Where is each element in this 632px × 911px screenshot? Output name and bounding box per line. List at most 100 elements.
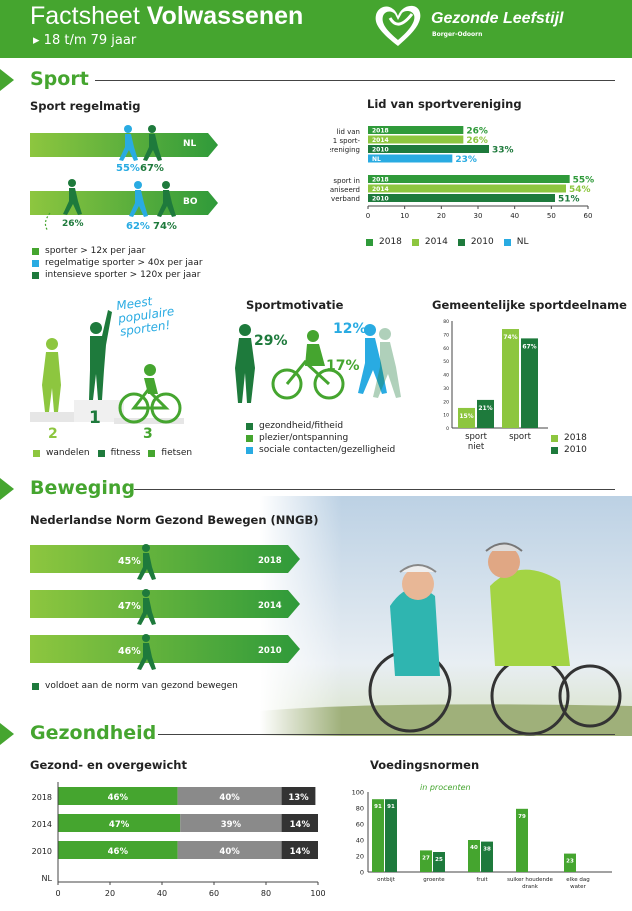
- section-arrow-icon: [0, 478, 14, 500]
- nngb-value: 45%: [118, 556, 141, 567]
- bo-value-intensief: 26%: [62, 219, 84, 229]
- nngb-arrow-bar: [30, 590, 300, 618]
- segment-label: 47%: [109, 820, 130, 830]
- section-title-sport: Sport: [30, 68, 89, 90]
- bar: [477, 399, 494, 428]
- segment-label: 40%: [219, 847, 240, 857]
- bar-value-label: 26%: [466, 136, 488, 146]
- bar-value-label: 67%: [522, 343, 536, 350]
- bar: [458, 407, 475, 428]
- y-tick-label: 20: [356, 853, 364, 861]
- walker-icon: [137, 553, 156, 580]
- bar: [368, 126, 464, 134]
- bo-label: BO: [183, 197, 198, 207]
- x-tick-label: 20: [437, 212, 446, 220]
- bar-value-label: 91: [374, 804, 382, 810]
- bar-year-label: 2014: [372, 186, 389, 193]
- bar-value-label: 55%: [573, 176, 595, 186]
- legend-item: 2010: [457, 236, 494, 248]
- nngb-title: Nederlandse Norm Gezond Bewegen (NNGB): [30, 513, 319, 527]
- motivatie-title: Sportmotivatie: [246, 298, 344, 312]
- bar: [368, 145, 489, 153]
- bar-year-label: 2010: [372, 146, 389, 153]
- walker-icon: [137, 598, 156, 625]
- walker-icon: [142, 634, 150, 642]
- overgewicht-chart: 2018 46% 40% 13% 2014 47% 39% 14% 2010 46% 40% 14% N…: [32, 782, 326, 898]
- nngb-arrow-bar: [30, 635, 300, 663]
- legend-item: 2018: [366, 236, 402, 248]
- bar-value-label: 74%: [503, 334, 517, 341]
- rank-1: 1: [89, 408, 101, 428]
- legend-item: sporter > 12x per jaar: [32, 245, 203, 257]
- legend-item: wandelen: [33, 447, 90, 459]
- y-tick-label: 10: [443, 413, 449, 419]
- bar-year-label: 2010: [372, 195, 389, 202]
- segment-label: 14%: [290, 847, 311, 857]
- bar-segment: [281, 841, 318, 859]
- section-rule: [134, 489, 615, 490]
- handwritten-note: Meest populaire sporten!: [115, 294, 176, 339]
- rank-2: 2: [48, 426, 58, 442]
- category-label: groente: [423, 877, 445, 883]
- legend-item: intensieve sporter > 120x per jaar: [32, 269, 203, 281]
- segment-label: 13%: [288, 793, 309, 803]
- category-label: water: [570, 884, 586, 890]
- bar-segment: [177, 841, 282, 859]
- legend-item: plezier/ontspanning: [246, 432, 395, 444]
- motivatie-graphic: [235, 324, 401, 403]
- motivatie-value-sociaal: 12%: [333, 321, 367, 337]
- bar: [516, 808, 528, 872]
- bar-value-label: 26%: [466, 127, 488, 137]
- category-label: ontbijt: [377, 877, 396, 883]
- bar-value-label: 40: [470, 845, 478, 851]
- y-tick-label: 40: [443, 373, 449, 379]
- motivatie-legend: gezondheid/fitheid plezier/ontspanning s…: [246, 420, 395, 456]
- bar: [564, 853, 576, 872]
- motivatie-value-fitheid: 29%: [254, 333, 288, 349]
- bar: [433, 852, 445, 872]
- section-title-beweging: Beweging: [30, 477, 136, 499]
- y-tick-label: 60: [443, 346, 449, 352]
- bar-value-label: 33%: [492, 146, 514, 156]
- section-rule: [95, 80, 615, 81]
- bar: [481, 841, 493, 872]
- bar-value-label: 79: [518, 814, 526, 820]
- bar-segment: [58, 814, 181, 832]
- group-label: sport in: [333, 177, 360, 185]
- bar: [368, 135, 464, 144]
- legend-item: gezondheid/fitheid: [246, 420, 395, 432]
- x-tick-label: 10: [400, 212, 409, 220]
- y-tick-label: 80: [443, 319, 449, 325]
- bar: [521, 338, 538, 428]
- category-label: sport: [465, 432, 488, 442]
- voeding-title: Voedingsnormen: [370, 758, 480, 772]
- bar: [372, 799, 384, 872]
- gemeentelijk-legend: 2018 2010: [551, 432, 587, 456]
- x-tick-label: 20: [105, 889, 115, 898]
- x-tick-label: 60: [209, 889, 219, 898]
- category-label: elke dag: [566, 877, 589, 883]
- legend-item: NL: [503, 236, 528, 248]
- section-arrow-icon: [0, 723, 14, 745]
- x-tick-label: 30: [474, 212, 483, 220]
- nl-value-regelmatig: 67%: [140, 163, 164, 174]
- x-tick-label: 40: [157, 889, 167, 898]
- category-label: niet: [468, 442, 485, 452]
- voeding-note: in procenten: [420, 783, 471, 792]
- bar-year-label: 2014: [372, 137, 389, 144]
- x-tick-label: 60: [584, 212, 593, 220]
- category-label: sport: [509, 432, 532, 442]
- bar: [368, 175, 570, 183]
- bar: [502, 329, 519, 428]
- bar: [385, 799, 397, 872]
- group-label: vereniging: [330, 146, 360, 154]
- segment-label: 46%: [108, 847, 129, 857]
- sport-regelmatig-legend: sporter > 12x per jaar regelmatige sport…: [32, 245, 203, 281]
- bo-value-regelmatig: 74%: [153, 221, 177, 232]
- nngb-year: 2018: [258, 556, 282, 566]
- bar-segment: [281, 814, 318, 832]
- y-tick-label: 50: [443, 359, 449, 365]
- sport-regelmatig-title: Sport regelmatig: [30, 99, 141, 113]
- bar-value-label: 15%: [459, 413, 473, 420]
- group-label: verband: [331, 195, 360, 203]
